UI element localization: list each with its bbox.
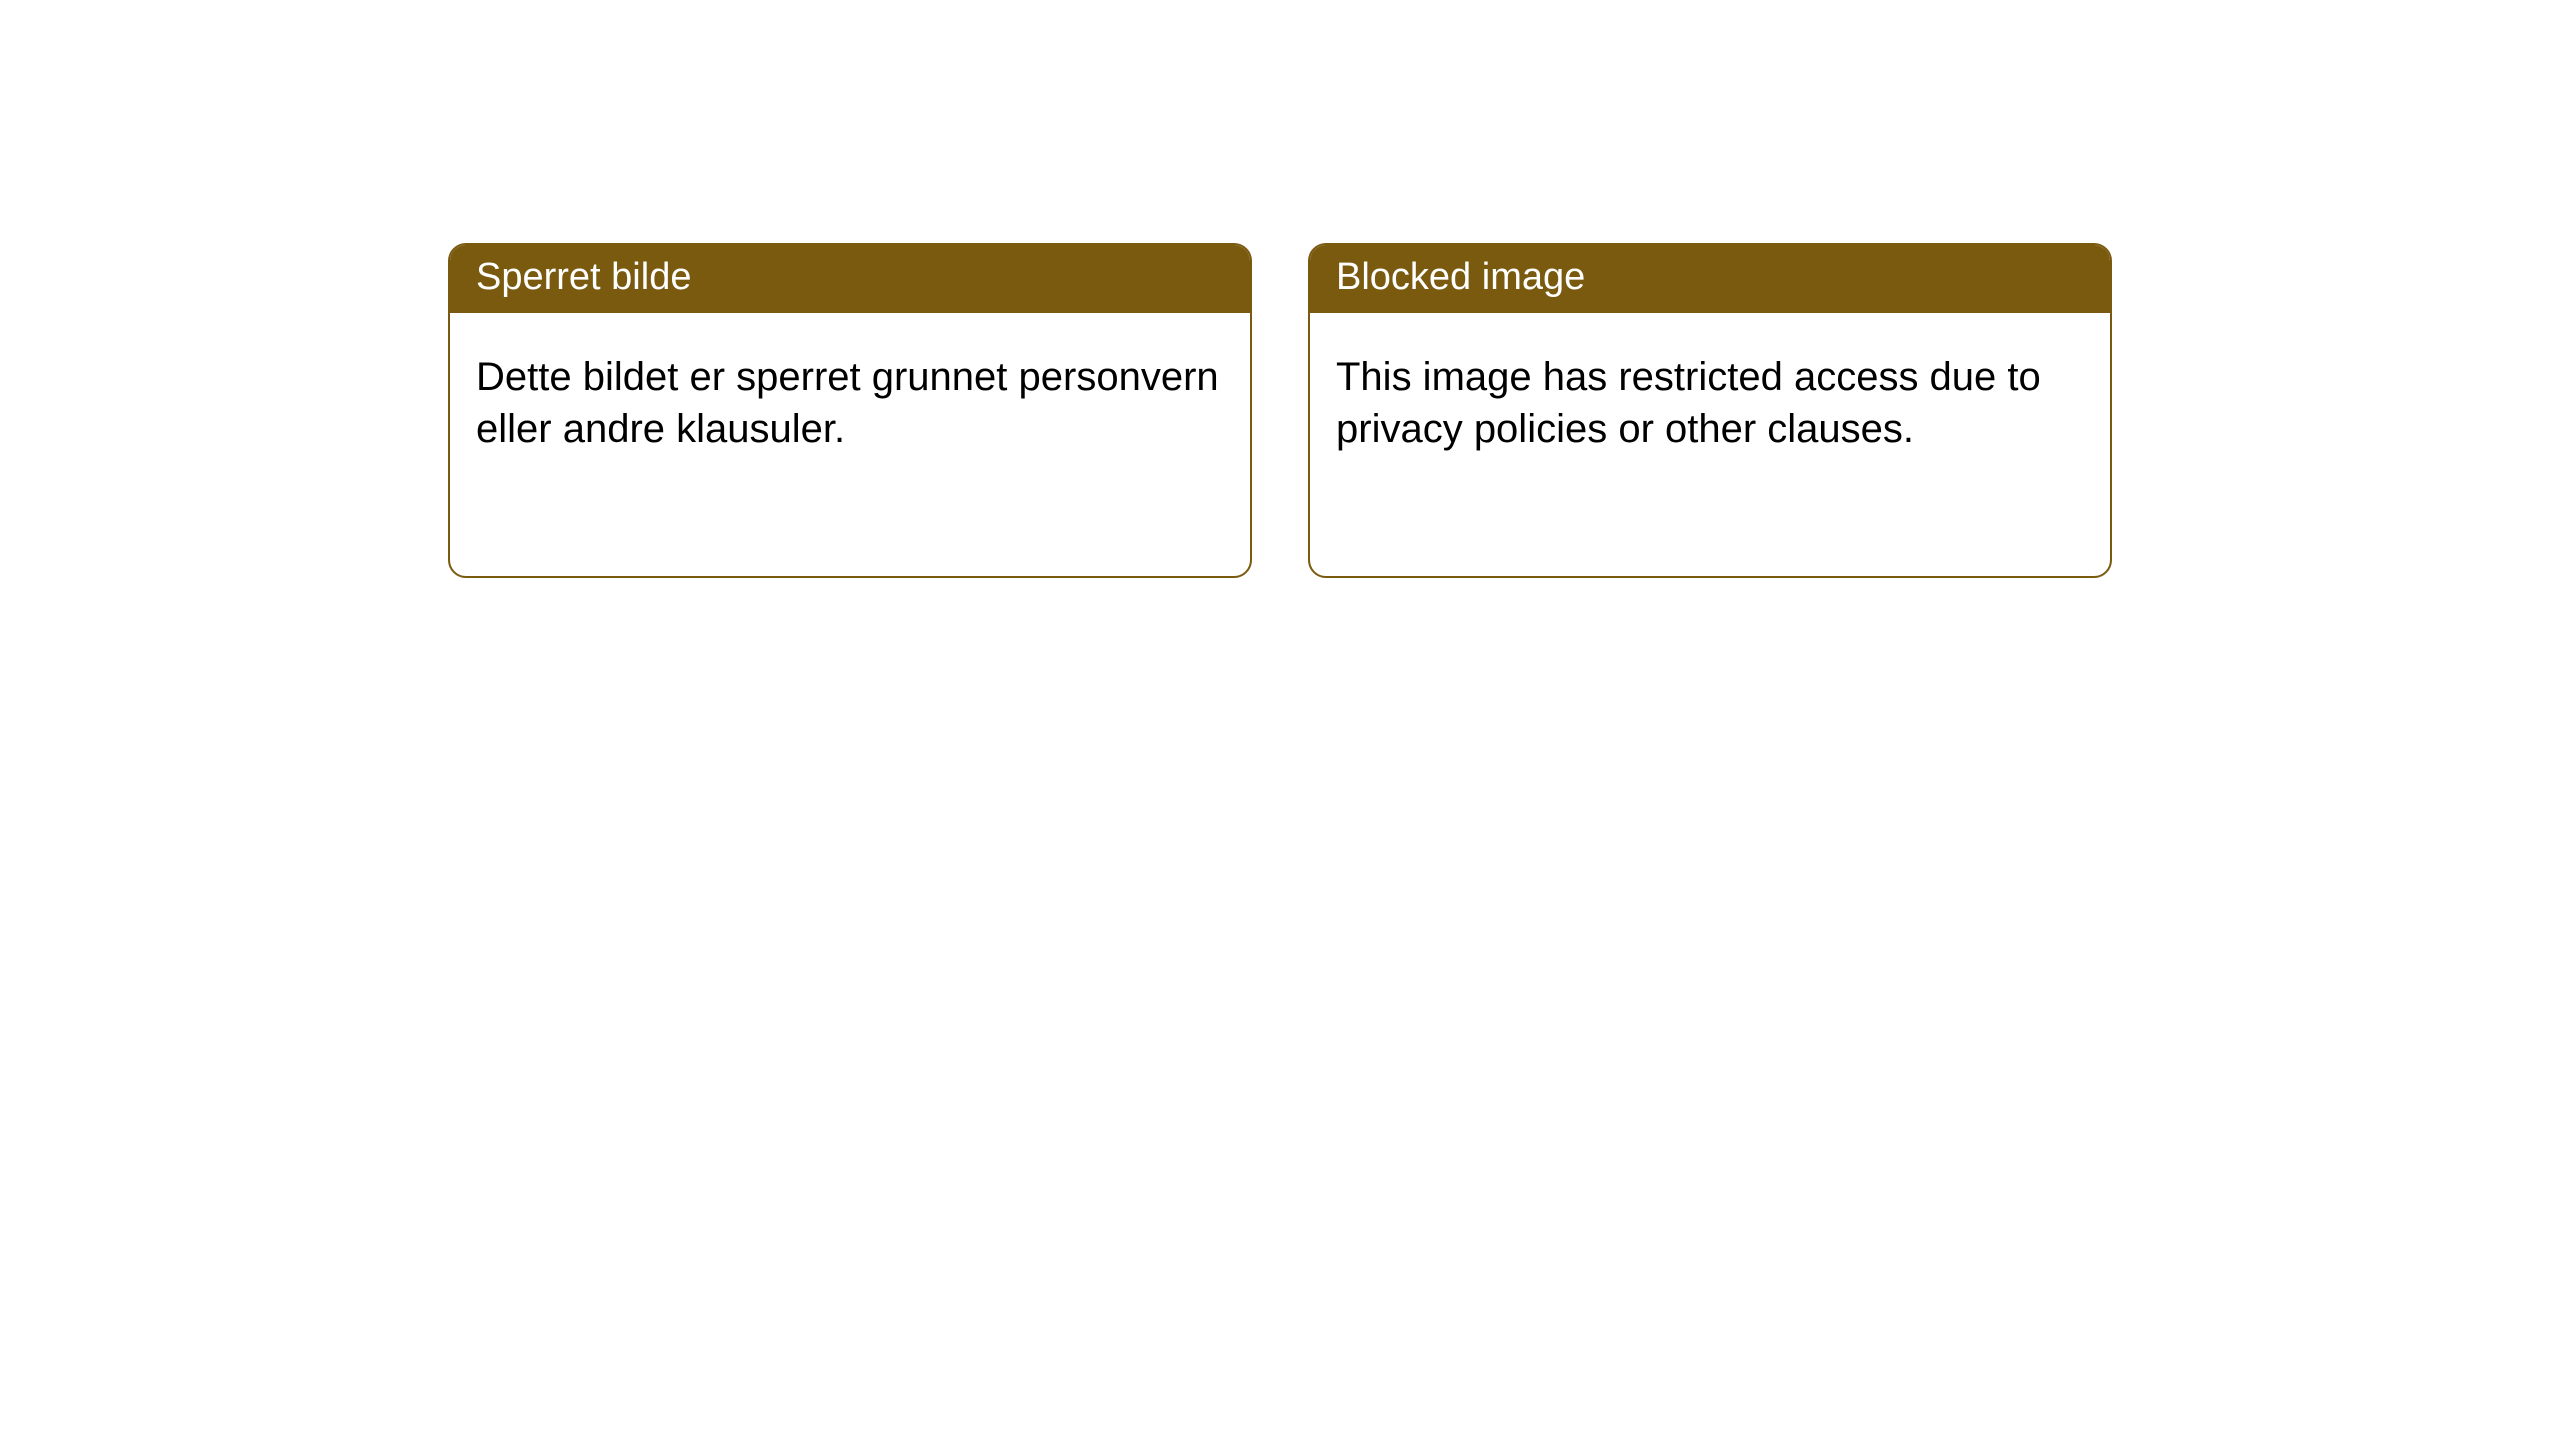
notice-card-title: Sperret bilde xyxy=(450,245,1250,313)
notice-card-title: Blocked image xyxy=(1310,245,2110,313)
notice-cards-container: Sperret bilde Dette bildet er sperret gr… xyxy=(0,0,2560,578)
notice-card-body: This image has restricted access due to … xyxy=(1310,313,2110,483)
notice-card-norwegian: Sperret bilde Dette bildet er sperret gr… xyxy=(448,243,1252,578)
notice-card-english: Blocked image This image has restricted … xyxy=(1308,243,2112,578)
notice-card-body: Dette bildet er sperret grunnet personve… xyxy=(450,313,1250,483)
